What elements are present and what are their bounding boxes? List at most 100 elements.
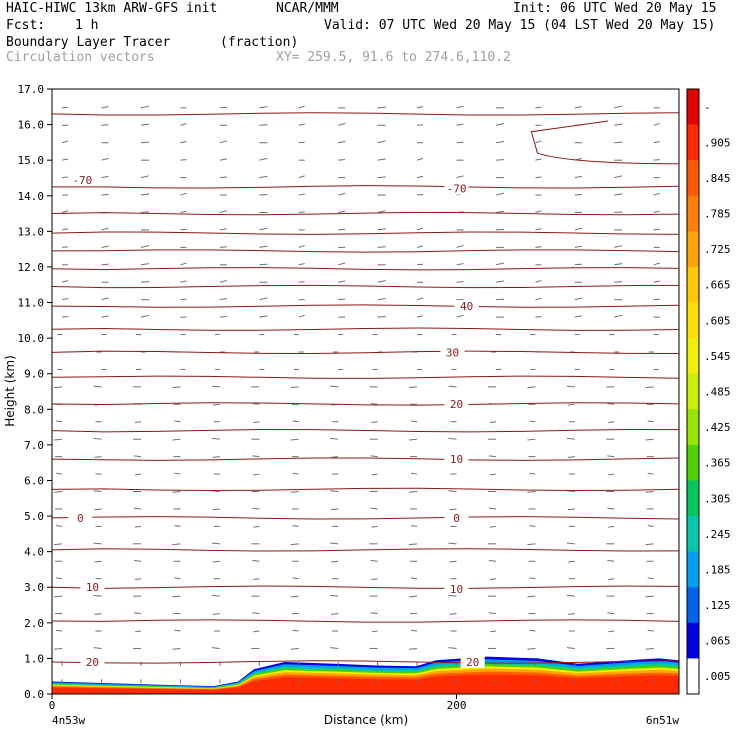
contour-label: 20 (466, 656, 479, 669)
circulation-vector (331, 456, 339, 458)
init-time: Init: 06 UTC Wed 20 May 15 (513, 1, 717, 16)
circulation-vector (647, 472, 654, 475)
circulation-vector (574, 297, 582, 301)
contour-label-bg (444, 511, 469, 524)
circulation-vector (527, 595, 536, 598)
circulation-vector (614, 105, 623, 109)
circulation-vector (94, 613, 102, 615)
circulation-vector (416, 297, 424, 301)
xy-endpoints: XY= 259.5, 91.6 to 274.6,110.2 (276, 50, 511, 65)
circulation-vector (411, 577, 418, 580)
circulation-vector (298, 105, 305, 109)
circulation-vector (608, 421, 615, 424)
circulation-vector (259, 227, 268, 231)
circulation-vector (180, 298, 187, 301)
circulation-vector (647, 420, 654, 423)
circulation-vector (416, 106, 424, 109)
temperature-contour (51, 284, 680, 289)
y-axis: 0.0 1.0 2.0 3.0 4.0 5.0 6.0 7.0 8.0 9.0 10.0 11.0 12… (18, 83, 52, 701)
x-axis-title: Distance (km) (324, 713, 408, 727)
circulation-vector (54, 543, 63, 546)
colorbar-swatch (687, 124, 699, 161)
temperature-contours-layer: 20 20 10 10 0 0 10 20 30 40 -70 -70 (51, 112, 680, 669)
circulation-vector (330, 490, 339, 493)
circulation-vector (133, 455, 142, 458)
x-tick-label: 0 (49, 699, 56, 712)
y-tick-label: 3.0 (24, 581, 44, 594)
contour-label-bg (454, 300, 479, 313)
circulation-vector (212, 613, 220, 615)
circulation-vector (370, 403, 378, 405)
circulation-vector (101, 175, 109, 179)
temperature-contour (51, 327, 680, 331)
circulation-vector (331, 613, 339, 615)
circulation-vector (101, 245, 109, 248)
circulation-vector (567, 508, 575, 511)
circulation-vector (140, 123, 150, 126)
y-tick-label: 15.0 (18, 154, 45, 167)
circulation-vector (495, 141, 505, 144)
circulation-vector (252, 403, 260, 405)
circulation-vector (647, 525, 654, 527)
circulation-vector (409, 647, 418, 650)
temperature-contour (51, 660, 680, 664)
circulation-vector (253, 473, 260, 476)
circulation-vector (653, 210, 660, 213)
temperature-contour (51, 211, 680, 216)
closed-contour (530, 120, 680, 165)
circulation-vector (409, 438, 418, 441)
circulation-vector (529, 472, 536, 475)
colorbar-swatch (687, 444, 699, 481)
circulation-vector (377, 106, 386, 109)
circulation-vector (140, 105, 150, 109)
circulation-vector (489, 630, 497, 633)
model-title: HAIC-HIWC 13km ARW-GFS init (6, 1, 218, 16)
circulation-vector (180, 192, 187, 196)
contour-label: 0 (77, 512, 84, 525)
circulation-vector (298, 263, 305, 266)
colorbar-label: .845 (704, 172, 731, 185)
circulation-vector (219, 176, 227, 179)
circulation-vector (456, 281, 464, 283)
circulation-vector (535, 228, 542, 231)
circulation-vector (93, 490, 102, 493)
x-left-endpoint: 4n53w (52, 714, 85, 727)
colorbar-label: .245 (704, 528, 731, 541)
circulation-vector (495, 280, 505, 283)
circulation-vector (219, 297, 227, 301)
circulation-vector (180, 280, 187, 283)
colorbar-swatch (687, 622, 699, 659)
temperature-contour (51, 249, 680, 253)
circulation-vector (411, 525, 418, 527)
circulation-vector (298, 141, 305, 144)
contour-label: 30 (446, 346, 459, 359)
y-tick-label: 8.0 (24, 403, 44, 416)
circulation-vector (298, 314, 305, 318)
circulation-vector (456, 245, 464, 248)
circulation-vector (535, 246, 542, 248)
circulation-vector (252, 559, 260, 562)
circulation-vector (252, 612, 260, 615)
circulation-vector (140, 245, 150, 248)
circulation-vector (448, 647, 457, 649)
circulation-vector (338, 123, 346, 126)
circulation-vector (416, 157, 424, 161)
circulation-vector (535, 210, 542, 213)
circulation-vector (567, 560, 575, 563)
circulation-vector (614, 314, 623, 318)
circulation-vector (371, 578, 378, 580)
valid-time: Valid: 07 UTC Wed 20 May 15 (04 LST Wed … (324, 18, 716, 33)
circulation-vector (608, 630, 615, 633)
colorbar-swatch (687, 89, 699, 126)
circulation-vector (377, 279, 386, 283)
colorbar-swatch (687, 551, 699, 588)
y-tick-label: 1.0 (24, 652, 44, 665)
circulation-vector (290, 386, 299, 389)
circulation-vector (529, 577, 536, 580)
circulation-vector (101, 315, 109, 318)
circulation-vector (134, 421, 142, 424)
circulation-vector (574, 106, 582, 109)
contour-label-bg (80, 655, 105, 668)
colorbar-label: .605 (704, 314, 731, 327)
circulation-vector (488, 559, 497, 562)
